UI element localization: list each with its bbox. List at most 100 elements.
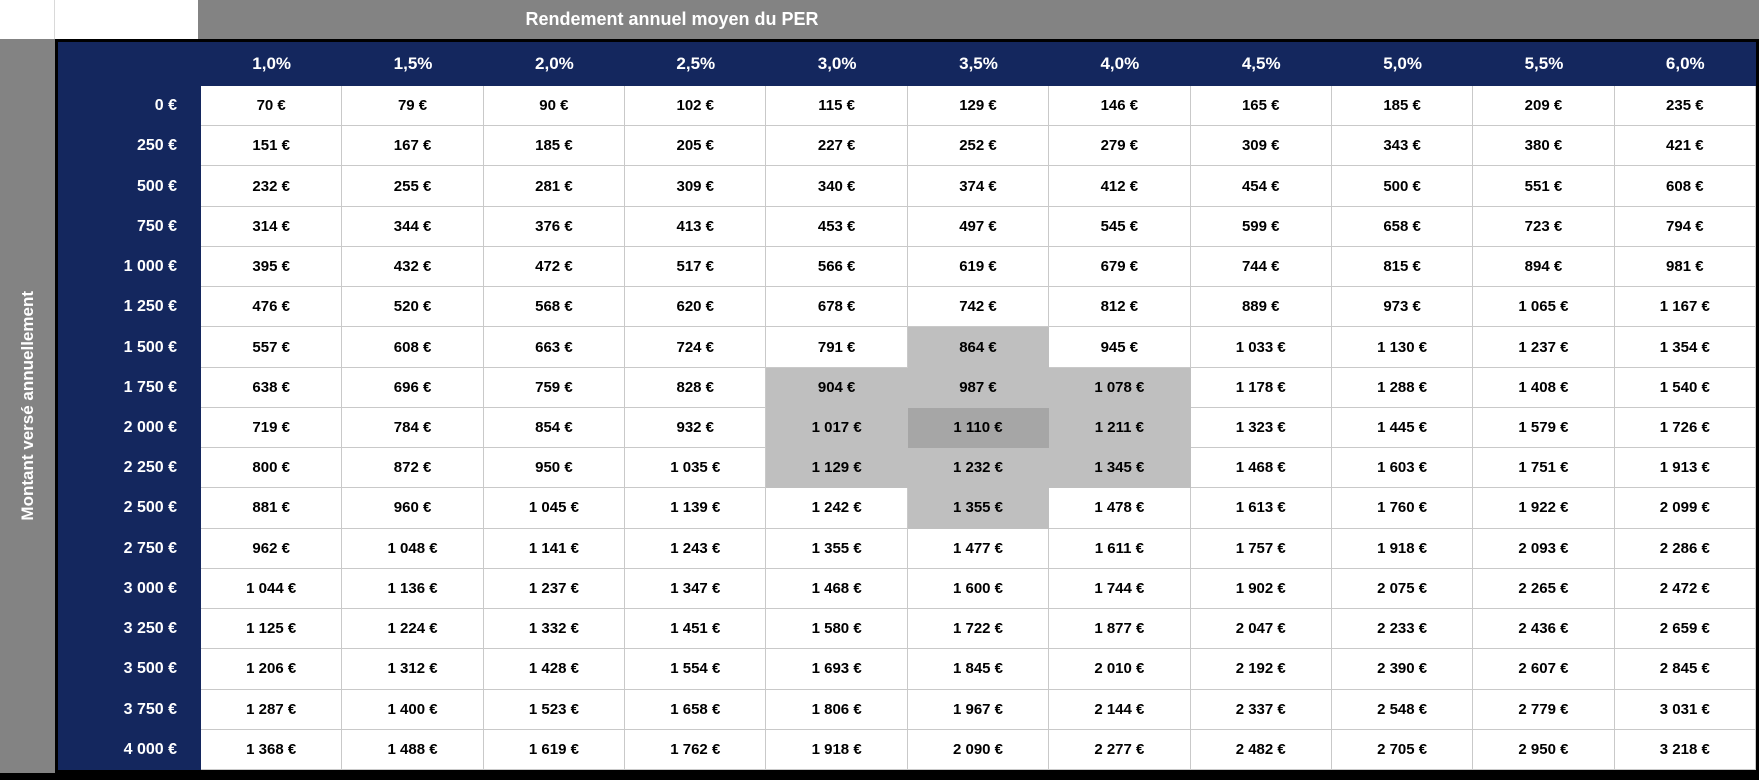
data-cell: 1 877 €	[1049, 609, 1191, 650]
data-cell: 678 €	[766, 287, 908, 328]
data-cell: 962 €	[201, 528, 343, 569]
row-header: 1 500 €	[58, 327, 201, 368]
data-cell: 1 400 €	[342, 689, 484, 730]
data-cell: 421 €	[1614, 126, 1756, 167]
data-cell: 854 €	[483, 407, 626, 449]
data-cell: 608 €	[1614, 166, 1756, 207]
data-cell: 619 €	[907, 246, 1050, 288]
data-cell-highlight: 1 017 €	[766, 407, 908, 449]
data-cell: 2 286 €	[1614, 528, 1756, 569]
data-cell-highlight: 1 232 €	[907, 448, 1050, 489]
data-cell: 1 477 €	[907, 528, 1050, 569]
data-cell: 1 065 €	[1473, 287, 1615, 328]
data-cell: 2 705 €	[1331, 729, 1474, 770]
data-cell: 395 €	[201, 246, 343, 288]
data-cell-highlight: 1 078 €	[1049, 367, 1191, 408]
data-cell: 1 178 €	[1190, 367, 1332, 408]
data-cell: 309 €	[625, 166, 767, 207]
data-cell: 742 €	[907, 287, 1050, 328]
data-cell: 1 125 €	[201, 609, 343, 650]
data-cell: 79 €	[342, 86, 484, 127]
data-cell: 1 130 €	[1331, 327, 1474, 368]
data-cell: 252 €	[907, 126, 1050, 167]
data-cell: 314 €	[201, 206, 343, 247]
data-cell: 2 779 €	[1473, 689, 1615, 730]
row-header: 3 000 €	[58, 568, 201, 610]
data-cell: 281 €	[483, 166, 626, 207]
data-cell: 960 €	[342, 488, 484, 529]
col-header: 6,0%	[1614, 42, 1756, 86]
data-cell: 1 967 €	[907, 689, 1050, 730]
data-cell: 1 408 €	[1473, 367, 1615, 408]
data-cell: 696 €	[342, 367, 484, 408]
data-cell: 2 659 €	[1614, 609, 1756, 650]
row-header: 750 €	[58, 206, 201, 247]
data-cell: 1 762 €	[625, 729, 767, 770]
data-cell: 2 390 €	[1331, 649, 1474, 690]
data-cell: 70 €	[201, 86, 343, 127]
data-cell: 1 468 €	[1190, 448, 1332, 489]
data-cell: 185 €	[1331, 86, 1474, 127]
col-header: 5,5%	[1473, 42, 1615, 86]
data-cell: 2 337 €	[1190, 689, 1332, 730]
data-cell: 1 658 €	[625, 689, 767, 730]
data-cell: 1 237 €	[1473, 327, 1615, 368]
col-header: 4,5%	[1190, 42, 1332, 86]
data-cell: 1 751 €	[1473, 448, 1615, 489]
data-cell: 1 035 €	[625, 448, 767, 489]
data-cell: 2 950 €	[1473, 729, 1615, 770]
data-cell: 950 €	[483, 448, 626, 489]
data-cell: 1 579 €	[1473, 407, 1615, 449]
data-cell: 1 722 €	[907, 609, 1050, 650]
data-cell: 1 611 €	[1049, 528, 1191, 569]
table-grid: 1,0% 1,5% 2,0% 2,5% 3,0% 3,5% 4,0% 4,5% 5,0% 5,5%…	[55, 39, 1759, 773]
data-cell: 1 540 €	[1614, 367, 1756, 408]
data-cell: 2 548 €	[1331, 689, 1474, 730]
data-cell: 1 206 €	[201, 649, 343, 690]
data-cell-highlight: 1 345 €	[1049, 448, 1191, 489]
data-cell: 129 €	[907, 86, 1050, 127]
data-cell: 2 472 €	[1614, 568, 1756, 610]
data-cell: 872 €	[342, 448, 484, 489]
data-cell: 146 €	[1049, 86, 1191, 127]
col-header: 4,0%	[1049, 42, 1191, 86]
data-cell: 380 €	[1473, 126, 1615, 167]
data-cell: 151 €	[201, 126, 343, 167]
data-cell: 881 €	[201, 488, 343, 529]
data-cell: 1 845 €	[907, 649, 1050, 690]
data-cell: 1 806 €	[766, 689, 908, 730]
data-cell-highlight: 987 €	[907, 367, 1050, 408]
data-cell: 209 €	[1473, 86, 1615, 127]
data-cell: 90 €	[483, 86, 626, 127]
data-cell: 568 €	[483, 287, 626, 328]
data-cell-highlight: 864 €	[907, 327, 1050, 368]
row-header: 2 000 €	[58, 407, 201, 449]
data-cell: 2 233 €	[1331, 609, 1474, 650]
data-cell: 557 €	[201, 327, 343, 368]
data-cell: 663 €	[483, 327, 626, 368]
row-header: 1 750 €	[58, 367, 201, 408]
row-header: 1 000 €	[58, 246, 201, 288]
data-cell: 2 010 €	[1049, 649, 1191, 690]
col-header: 3,5%	[907, 42, 1050, 86]
data-cell: 945 €	[1049, 327, 1191, 368]
data-cell: 279 €	[1049, 126, 1191, 167]
data-cell: 344 €	[342, 206, 484, 247]
data-cell: 2 144 €	[1049, 689, 1191, 730]
data-cell: 1 048 €	[342, 528, 484, 569]
data-cell: 1 613 €	[1190, 488, 1332, 529]
data-cell: 412 €	[1049, 166, 1191, 207]
data-cell: 235 €	[1614, 86, 1756, 127]
data-cell: 638 €	[201, 367, 343, 408]
data-cell: 981 €	[1614, 246, 1756, 288]
data-cell: 1 913 €	[1614, 448, 1756, 489]
data-cell: 1 757 €	[1190, 528, 1332, 569]
data-cell: 1 428 €	[483, 649, 626, 690]
data-cell: 453 €	[766, 206, 908, 247]
data-cell: 520 €	[342, 287, 484, 328]
data-cell: 1 332 €	[483, 609, 626, 650]
data-cell: 566 €	[766, 246, 908, 288]
row-header: 3 500 €	[58, 649, 201, 690]
data-cell: 1 693 €	[766, 649, 908, 690]
data-cell: 167 €	[342, 126, 484, 167]
